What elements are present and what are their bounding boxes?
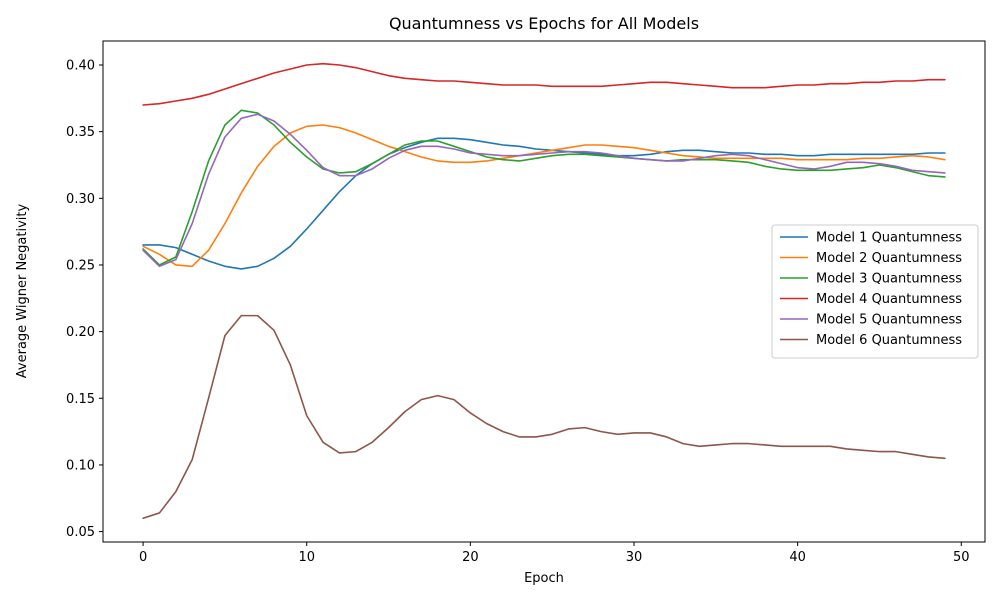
x-tick-label: 40 <box>789 550 806 565</box>
y-tick-label: 0.20 <box>66 325 95 340</box>
series-line-model-4 <box>142 62 946 106</box>
legend-entry-model-4: Model 4 Quantumness <box>816 292 962 307</box>
x-tick-label: 50 <box>953 550 970 565</box>
legend-entry-model-3: Model 3 Quantumness <box>816 272 962 287</box>
y-tick-label: 0.30 <box>66 192 95 207</box>
y-tick-label: 0.15 <box>66 392 95 407</box>
series-layer <box>142 62 946 520</box>
series-line-model-5 <box>142 113 946 268</box>
y-tick-label: 0.05 <box>66 525 95 540</box>
legend-entry-model-5: Model 5 Quantumness <box>816 313 962 328</box>
x-tick-label: 0 <box>139 550 147 565</box>
x-axis-label: Epoch <box>524 571 564 586</box>
chart-title: Quantumness vs Epochs for All Models <box>389 14 699 33</box>
legend-box <box>771 224 979 359</box>
y-axis-ticks: 0.05 0.10 0.15 0.20 0.25 0.30 0.35 0.40 <box>66 58 103 540</box>
series-line-model-2 <box>142 124 946 268</box>
x-tick-label: 20 <box>462 550 479 565</box>
series-line-model-1 <box>142 137 946 270</box>
plot-frame <box>102 40 986 543</box>
legend-entry-model-1: Model 1 Quantumness <box>816 231 962 246</box>
x-tick-label: 30 <box>626 550 643 565</box>
legend-entry-model-6: Model 6 Quantumness <box>816 333 962 348</box>
y-tick-label: 0.35 <box>66 125 95 140</box>
y-tick-label: 0.25 <box>66 258 95 273</box>
x-tick-label: 10 <box>298 550 315 565</box>
y-axis-label: Average Wigner Negativity <box>15 203 30 378</box>
legend-entry-model-2: Model 2 Quantumness <box>816 251 962 266</box>
y-tick-label: 0.40 <box>66 58 95 73</box>
series-line-model-3 <box>142 109 946 266</box>
series-line-model-6 <box>142 314 946 520</box>
legend: Model 1 Quantumness Model 2 Quantumness Mo… <box>771 224 979 359</box>
y-tick-label: 0.10 <box>66 458 95 473</box>
x-axis-ticks: 0 10 20 30 40 50 <box>139 542 970 565</box>
